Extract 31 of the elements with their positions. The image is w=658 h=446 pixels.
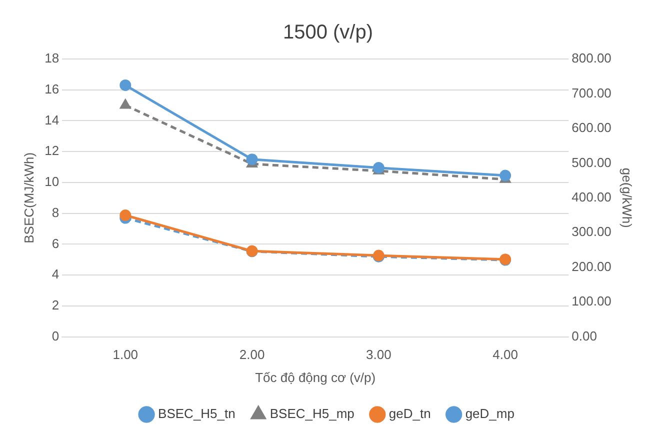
y-tick-label: 10 <box>44 174 60 190</box>
y-tick-label: 14 <box>44 112 60 128</box>
y2-tick-label: 100.00 <box>572 294 612 309</box>
y2-tick-label: 700.00 <box>572 85 612 100</box>
y2-tick-label: 800.00 <box>572 50 612 66</box>
y-tick-label: 0 <box>52 328 60 344</box>
x-tick-label: 3.00 <box>366 347 392 362</box>
chart-title: 1500 (v/p) <box>282 22 374 44</box>
legend-label: geD_mp <box>465 406 514 422</box>
x-axis-title: Tốc độ động cơ (v/p) <box>255 370 376 385</box>
y2-tick-label: 200.00 <box>572 258 612 274</box>
y-axis-title: BSEC(MJ/kWh) <box>21 152 36 244</box>
y-tick-label: 4 <box>52 266 60 282</box>
y-tick-label: 18 <box>44 50 60 66</box>
legend-label: geD_tn <box>388 406 431 422</box>
y-tick-label: 2 <box>52 298 60 313</box>
y2-tick-label: 600.00 <box>572 120 612 136</box>
legend-label: BSEC_H5_mp <box>270 406 354 422</box>
x-tick-label: 1.00 <box>112 347 138 362</box>
y2-tick-label: 0.00 <box>572 328 597 344</box>
y2-tick-label: 400.00 <box>572 189 612 204</box>
y2-tick-label: 500.00 <box>572 154 612 170</box>
y-tick-label: 12 <box>44 143 60 158</box>
x-tick-label: 2.00 <box>239 347 265 362</box>
y2-axis-title: ge(g/kWh) <box>620 168 635 228</box>
y-tick-label: 6 <box>52 236 60 251</box>
y-tick-label: 16 <box>44 81 60 96</box>
legend-label: BSEC_H5_tn <box>158 406 236 422</box>
y2-tick-label: 300.00 <box>572 224 612 240</box>
y-tick-label: 8 <box>52 204 60 220</box>
x-tick-label: 4.00 <box>492 347 518 362</box>
